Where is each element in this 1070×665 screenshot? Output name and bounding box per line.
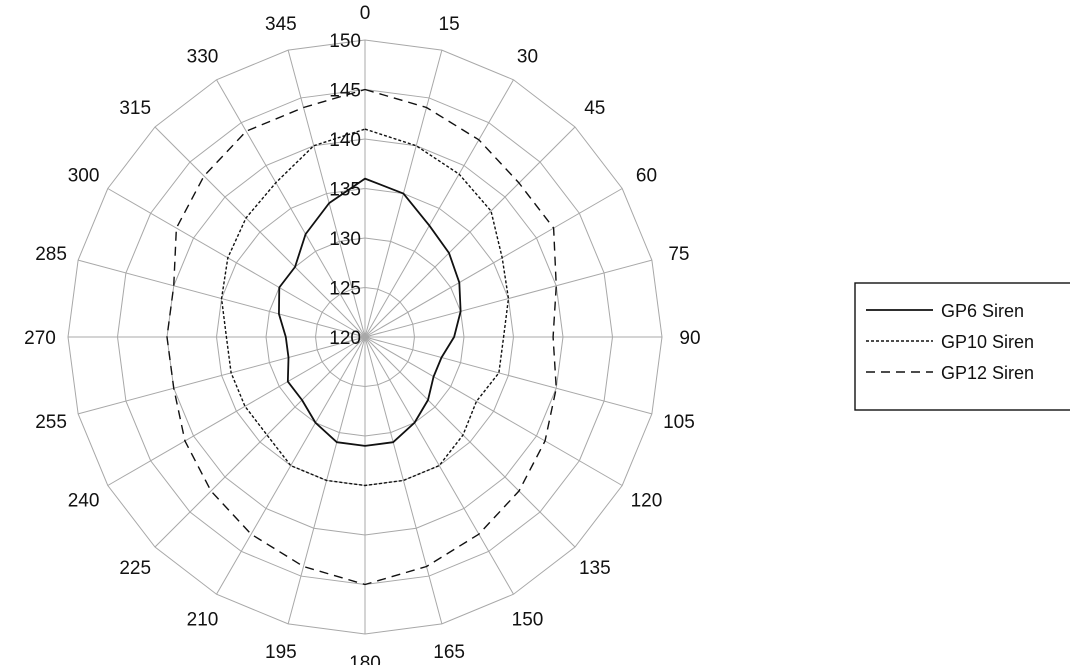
- spoke-330: [216, 79, 366, 338]
- angle-label-135: 135: [579, 558, 611, 579]
- angle-label-90: 90: [679, 328, 700, 349]
- polar-grid: [67, 39, 663, 635]
- angle-label-45: 45: [584, 98, 605, 119]
- legend-label-gp10-siren: GP10 Siren: [941, 332, 1034, 352]
- series-line-gp10-siren: [220, 128, 510, 487]
- angle-label-195: 195: [265, 642, 297, 663]
- spoke-120: [364, 336, 623, 486]
- angle-label-15: 15: [439, 14, 460, 35]
- radial-label-120: 120: [329, 328, 361, 349]
- radial-label-135: 135: [329, 180, 361, 201]
- angle-label-60: 60: [636, 166, 657, 187]
- angle-label-105: 105: [663, 412, 695, 433]
- angle-label-285: 285: [35, 244, 67, 265]
- angle-label-150: 150: [512, 609, 544, 630]
- legend-label-gp6-siren: GP6 Siren: [941, 301, 1024, 321]
- radial-label-125: 125: [329, 279, 361, 300]
- spoke-345: [287, 49, 366, 338]
- legend: GP6 Siren GP10 Siren GP12 Siren: [854, 282, 1070, 411]
- spoke-45: [364, 126, 576, 338]
- angle-label-75: 75: [668, 244, 689, 265]
- angle-label-225: 225: [119, 558, 151, 579]
- angle-label-270: 270: [24, 328, 56, 349]
- angle-label-330: 330: [187, 47, 219, 68]
- spoke-150: [364, 336, 514, 595]
- angle-label-30: 30: [517, 47, 538, 68]
- angle-label-0: 0: [360, 3, 371, 24]
- spoke-255: [77, 336, 366, 415]
- radial-label-150: 150: [329, 31, 361, 52]
- radial-label-145: 145: [329, 81, 361, 102]
- spoke-60: [364, 188, 623, 338]
- angle-label-120: 120: [631, 491, 663, 512]
- legend-label-gp12-siren: GP12 Siren: [941, 363, 1034, 383]
- radial-labels: 120 125 130 135 140 145 150: [329, 31, 361, 349]
- spoke-210: [216, 336, 366, 595]
- spoke-165: [364, 336, 443, 625]
- spoke-30: [364, 79, 514, 338]
- legend-box: [854, 282, 1070, 411]
- angle-label-165: 165: [433, 642, 465, 663]
- angle-label-240: 240: [68, 491, 100, 512]
- angle-label-210: 210: [187, 609, 219, 630]
- angle-label-255: 255: [35, 412, 67, 433]
- radial-label-140: 140: [329, 130, 361, 151]
- spoke-75: [364, 259, 653, 338]
- spoke-225: [154, 336, 366, 548]
- angle-labels: 0 15 30 45 60 75 90 105 120 135 150 165 180 195 210 225…: [24, 3, 700, 665]
- angle-label-300: 300: [68, 166, 100, 187]
- spoke-300: [107, 188, 366, 338]
- series-line-gp6-siren: [278, 177, 462, 447]
- series-group: [166, 88, 557, 586]
- spoke-240: [107, 336, 366, 486]
- spoke-105: [364, 336, 653, 415]
- series-line-gp12-siren: [166, 88, 557, 586]
- angle-label-180: 180: [349, 653, 381, 665]
- spoke-135: [364, 336, 576, 548]
- radial-label-130: 130: [329, 229, 361, 250]
- angle-label-345: 345: [265, 14, 297, 35]
- spoke-315: [154, 126, 366, 338]
- angle-label-315: 315: [119, 98, 151, 119]
